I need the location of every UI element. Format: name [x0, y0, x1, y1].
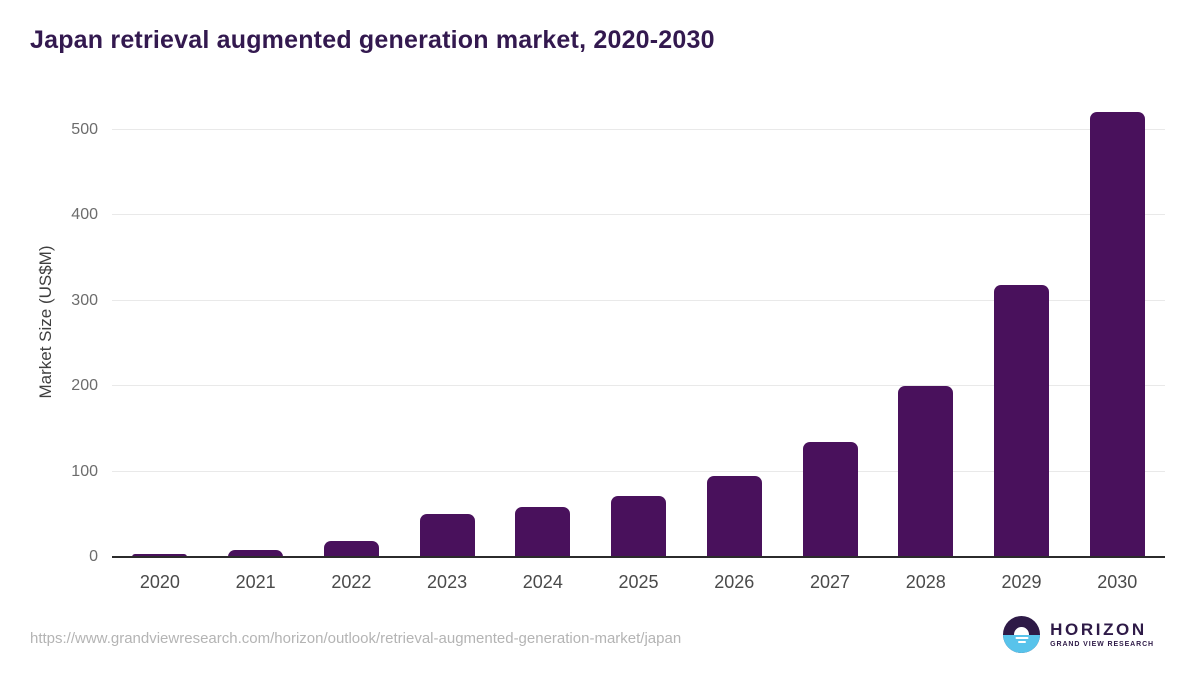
bar-2028[interactable]: [898, 386, 954, 557]
x-axis-line: [112, 556, 1165, 558]
gridline-500: [112, 129, 1165, 130]
bar-slot-2023: [399, 514, 495, 557]
x-tick-2020: 2020: [139, 572, 180, 592]
bar-slot-2022: [303, 540, 399, 557]
bar-2025[interactable]: [611, 495, 667, 557]
bar-2020[interactable]: [132, 553, 188, 557]
bar-2024[interactable]: [515, 507, 571, 557]
x-tick-2030: 2030: [1097, 572, 1138, 592]
bar-2022[interactable]: [323, 540, 379, 557]
logo-text: HORIZON GRAND VIEW RESEARCH: [1050, 620, 1154, 649]
x-tick-2028: 2028: [905, 572, 946, 592]
y-tick-400: 400: [71, 206, 98, 224]
plot-area: 0 100 200 300 400 500 2020 2021 2022 2023 2024 2025…: [71, 95, 1165, 592]
gridline-200: [112, 385, 1165, 387]
bar-slot-2025: [591, 495, 687, 557]
x-tick-2024: 2024: [522, 572, 563, 592]
bar-slot-2027: [782, 441, 878, 557]
bar-2023[interactable]: [419, 514, 475, 557]
gridline-100: [112, 470, 1165, 472]
x-tick-2021: 2021: [235, 572, 276, 592]
y-tick-100: 100: [71, 462, 98, 480]
y-tick-0: 0: [89, 548, 98, 565]
y-tick-200: 200: [71, 377, 98, 395]
gridline-400: [112, 214, 1165, 216]
sun-reflection-stripe: [1017, 641, 1026, 643]
x-axis-labels: 2020 2021 2022 2023 2024 2025 2026 2027 2028 2029…: [112, 572, 1165, 593]
sun-reflection-stripe: [1015, 637, 1029, 639]
bars-row: [112, 95, 1165, 557]
bar-slot-2024: [495, 507, 591, 557]
bar-slot-2028: [878, 386, 974, 557]
horizon-sunset-icon: [1003, 616, 1041, 653]
bar-slot-2030: [1069, 112, 1165, 557]
bar-2029[interactable]: [993, 285, 1049, 557]
x-tick-2025: 2025: [618, 572, 659, 592]
bar-slot-2020: [112, 553, 208, 557]
bar-slot-2021: [208, 550, 304, 557]
bar-2030[interactable]: [1089, 112, 1145, 557]
bar-2026[interactable]: [706, 475, 762, 557]
x-tick-2023: 2023: [427, 572, 468, 592]
x-tick-2026: 2026: [714, 572, 755, 592]
bar-2027[interactable]: [802, 441, 858, 557]
logo-subtitle: GRAND VIEW RESEARCH: [1050, 641, 1154, 648]
logo-name: HORIZON: [1050, 620, 1147, 639]
x-tick-2027: 2027: [809, 572, 851, 592]
bar-2021[interactable]: [228, 550, 284, 557]
horizon-logo: HORIZON GRAND VIEW RESEARCH: [1003, 616, 1154, 653]
x-tick-2029: 2029: [1001, 572, 1042, 592]
bar-slot-2029: [974, 285, 1070, 557]
bar-slot-2026: [686, 475, 782, 557]
y-tick-300: 300: [71, 291, 98, 309]
chart-title: Japan retrieval augmented generation mar…: [30, 26, 715, 54]
gridline-300: [112, 299, 1165, 301]
source-url: https://www.grandviewresearch.com/horizo…: [30, 630, 682, 647]
sea-shape: [1003, 634, 1041, 653]
x-tick-2022: 2022: [331, 572, 372, 592]
y-axis-title: Market Size (US$M): [36, 245, 55, 399]
y-tick-500: 500: [71, 121, 98, 138]
